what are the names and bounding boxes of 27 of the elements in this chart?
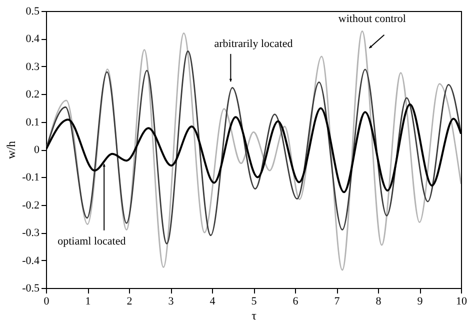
y-tick-label: -0.4 bbox=[22, 254, 40, 267]
y-tick-label: 0.2 bbox=[26, 88, 40, 101]
y-tick-label: 0 bbox=[34, 144, 40, 156]
x-tick-label: 1 bbox=[85, 296, 91, 308]
x-tick-label: 10 bbox=[456, 296, 468, 308]
x-tick-label: 6 bbox=[292, 296, 299, 308]
x-axis-title: τ bbox=[252, 308, 257, 322]
annotation: optiaml located bbox=[58, 235, 126, 248]
x-tick-label: 3 bbox=[168, 296, 174, 308]
y-tick-label: -0.5 bbox=[22, 282, 40, 294]
x-tick-label: 2 bbox=[126, 296, 132, 308]
y-tick-label: -0.2 bbox=[22, 199, 40, 212]
y-tick-label: 0.4 bbox=[26, 33, 40, 46]
x-tick-label: 0 bbox=[44, 296, 50, 308]
x-tick-label: 5 bbox=[251, 296, 258, 308]
x-tick-label: 8 bbox=[376, 296, 382, 308]
x-tick-label: 7 bbox=[334, 296, 340, 308]
y-tick-label: -0.1 bbox=[22, 172, 40, 184]
annotation: arbitrarily located bbox=[214, 38, 294, 50]
annotation: without control bbox=[338, 13, 406, 26]
x-tick-label: 9 bbox=[417, 296, 424, 308]
x-tick-label: 4 bbox=[210, 296, 216, 308]
y-tick-label: 0.5 bbox=[26, 6, 40, 18]
y-tick-label: -0.3 bbox=[22, 227, 40, 240]
y-tick-label: 0.3 bbox=[26, 60, 40, 73]
y-tick-label: 0.1 bbox=[26, 116, 40, 128]
y-axis-title: w/h bbox=[4, 141, 18, 159]
